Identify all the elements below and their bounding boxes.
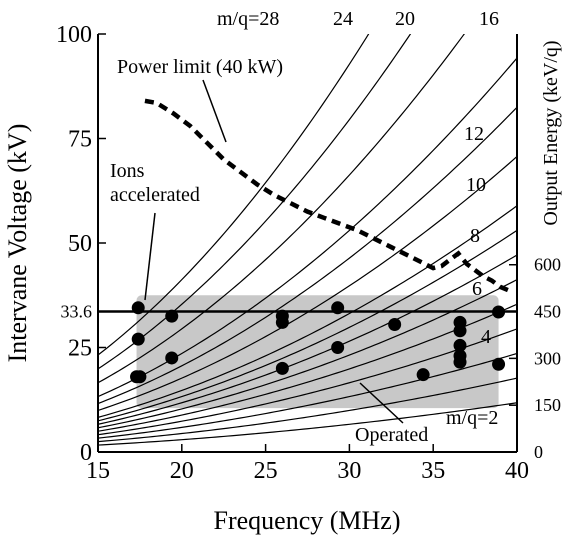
data-point xyxy=(492,357,506,371)
operated-region xyxy=(136,295,499,409)
mq-curve-10 xyxy=(98,205,517,418)
data-point xyxy=(453,324,467,338)
y-axis-label: Intervane Voltage (kV) xyxy=(3,124,32,363)
mq-curve-2 xyxy=(98,402,517,446)
x-tick-label: 15 xyxy=(86,458,110,484)
y-tick-label: 75 xyxy=(68,127,92,153)
operated-leader-line xyxy=(359,382,404,424)
data-point xyxy=(453,338,467,352)
y-tick-label: 33.6 xyxy=(61,302,93,322)
data-points xyxy=(130,301,506,384)
mq-label: 16 xyxy=(479,8,499,30)
operated-label: Operated xyxy=(355,424,428,446)
x-tick-label: 40 xyxy=(505,458,529,484)
mq-label: 6 xyxy=(472,278,482,300)
mq-curve-6 xyxy=(98,303,517,432)
ions-leader-line xyxy=(144,212,156,301)
mq-label: 20 xyxy=(395,8,415,30)
mq-label: m/q=2 xyxy=(446,407,498,429)
ions-accelerated-line-1: Ions xyxy=(110,160,145,182)
x-tick-label: 35 xyxy=(421,458,445,484)
mq-curve-3 xyxy=(98,377,517,443)
mq-curve-14 xyxy=(98,106,517,405)
x-axis-label: Frequency (MHz) xyxy=(214,506,401,535)
mq-curve-20 xyxy=(98,34,465,384)
y2-tick-label: 600 xyxy=(534,255,561,275)
mq-curve-9 xyxy=(98,229,517,422)
mq-label: 10 xyxy=(466,174,486,196)
data-point xyxy=(275,361,289,375)
ions-accelerated-label: Ions accelerated xyxy=(110,160,200,206)
data-point xyxy=(388,318,402,332)
data-point xyxy=(131,332,145,346)
mq-curve-28 xyxy=(98,34,370,356)
mq-label: 12 xyxy=(464,123,484,145)
mq-label: m/q=28 xyxy=(217,8,279,30)
data-point xyxy=(165,351,179,365)
data-point xyxy=(492,305,506,319)
y2-tick-label: 450 xyxy=(534,302,561,322)
data-point xyxy=(416,368,430,382)
labels: m/q=28 24 20 16 12 10 8 6 4 m/q=2 Ions accelerated xyxy=(110,8,499,429)
x-tick-label: 30 xyxy=(337,458,361,484)
data-point xyxy=(275,315,289,329)
mq-curve-8 xyxy=(98,254,517,425)
y2-tick-label: 0 xyxy=(534,442,543,462)
y-tick-label: 25 xyxy=(68,336,92,362)
mq-label: 8 xyxy=(470,225,480,247)
y2-axis-label: Output Energy (keV/q) xyxy=(540,40,562,225)
x-tick-label: 20 xyxy=(170,458,194,484)
mq-label: 24 xyxy=(333,8,353,30)
y-tick-label: 0 xyxy=(80,440,92,466)
mq-curve-5 xyxy=(98,328,517,436)
power-limit-leader-line xyxy=(202,79,227,143)
power-limit-label: Power limit (40 kW) xyxy=(117,56,283,78)
y-tick-label: 100 xyxy=(56,22,92,48)
operated-region-layer xyxy=(136,295,499,409)
mq-curve-7 xyxy=(98,279,517,429)
y2-tick-label: 150 xyxy=(534,395,561,415)
data-point xyxy=(331,301,345,315)
data-point xyxy=(453,355,467,369)
mq-label: 4 xyxy=(481,326,491,348)
data-point xyxy=(131,301,145,315)
data-point xyxy=(165,309,179,323)
y-tick-label: 50 xyxy=(68,231,92,257)
mq-curve-4 xyxy=(98,352,517,439)
ions-accelerated-line-2: accelerated xyxy=(110,184,200,206)
y2-tick-label: 300 xyxy=(534,348,561,368)
x-tick-label: 25 xyxy=(254,458,278,484)
data-point xyxy=(331,341,345,354)
power-limit-curve xyxy=(144,98,512,294)
power-limit-layer xyxy=(144,98,512,294)
data-point xyxy=(133,370,147,384)
mq-curves xyxy=(98,34,517,446)
